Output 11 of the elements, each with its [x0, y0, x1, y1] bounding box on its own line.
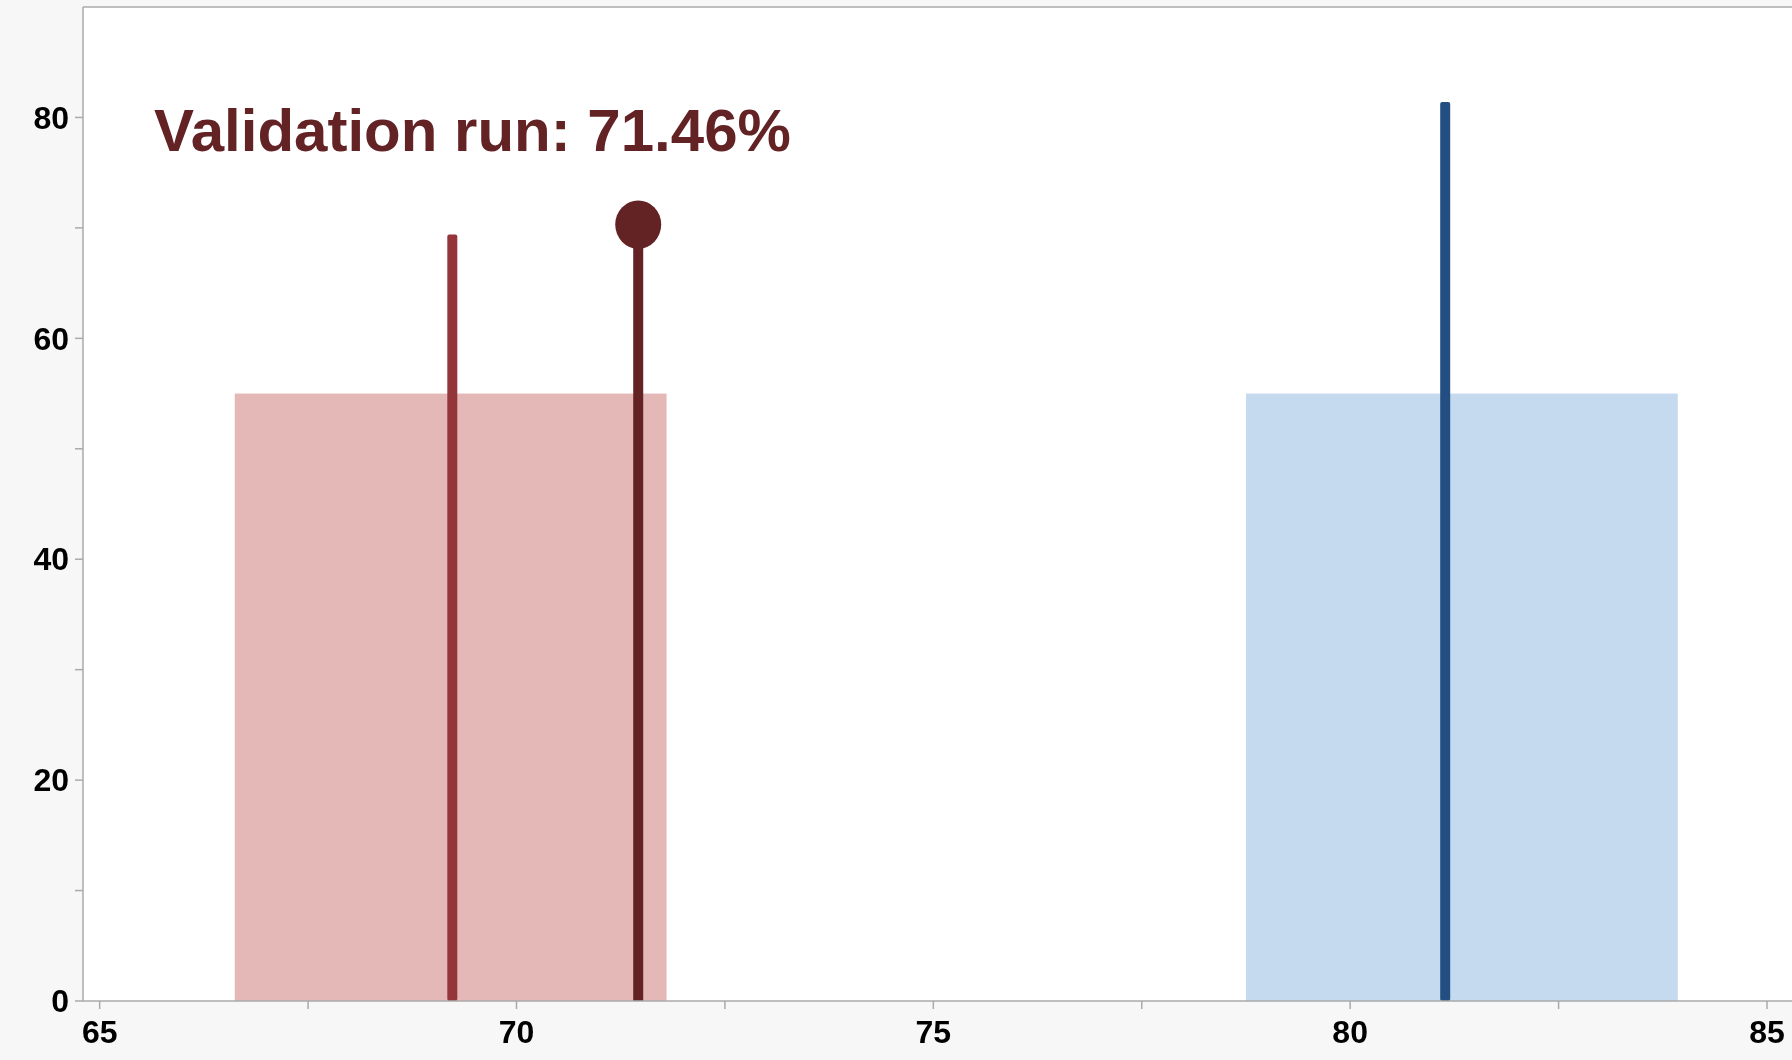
- y-tick-label: 60: [33, 320, 69, 357]
- x-tick-label: 65: [81, 1014, 118, 1050]
- y-tick-label: 40: [33, 541, 69, 578]
- y-tick-label: 80: [33, 99, 69, 136]
- y-tick-label: 20: [33, 762, 69, 799]
- x-tick-label: 85: [1749, 1014, 1785, 1050]
- annotation: Validation run: 71.46%: [154, 97, 791, 164]
- x-tick-label: 70: [498, 1014, 535, 1050]
- x-tick-label: 75: [915, 1014, 952, 1050]
- y-tick-label: 0: [51, 983, 69, 1020]
- x-tick-label: 80: [1332, 1014, 1368, 1050]
